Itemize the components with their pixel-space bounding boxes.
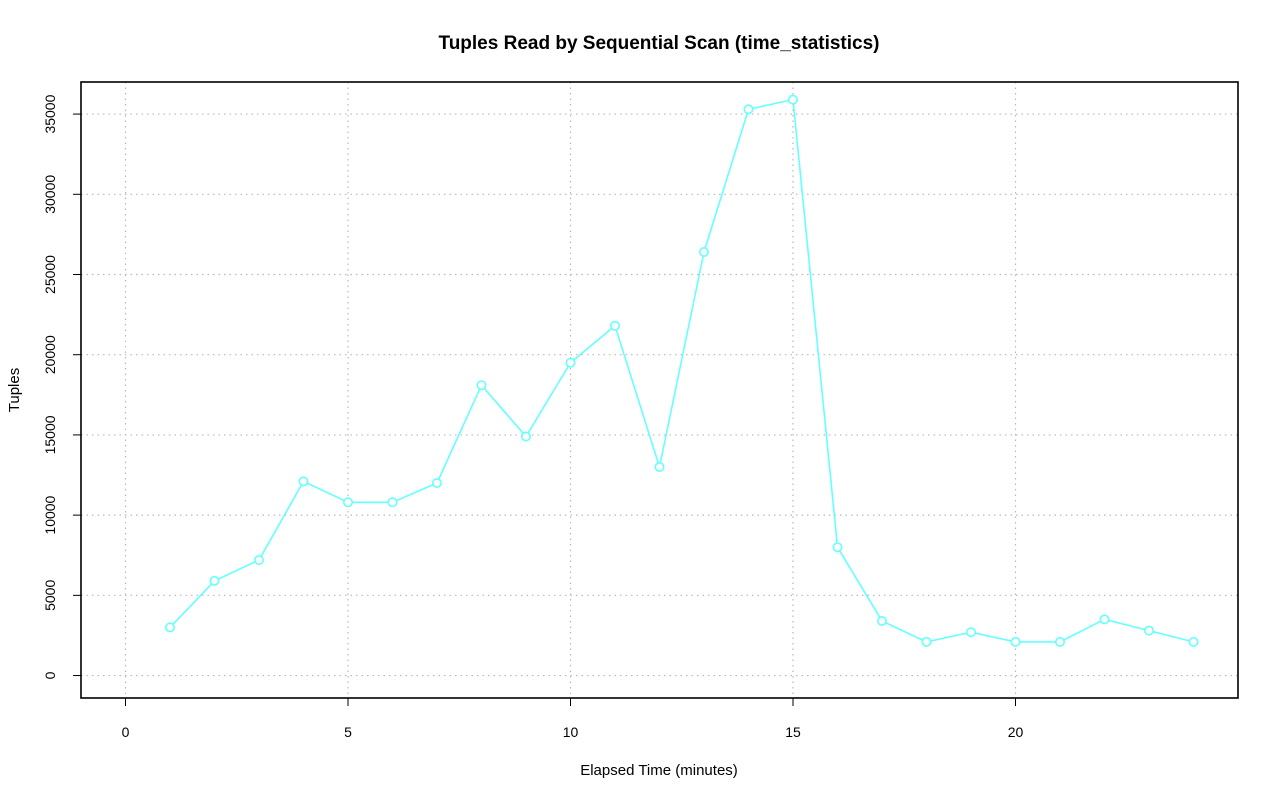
data-point	[520, 431, 531, 442]
data-point	[1010, 636, 1021, 647]
data-point	[1099, 614, 1110, 625]
y-tick-label: 30000	[42, 175, 58, 214]
data-point	[698, 247, 709, 258]
data-point	[609, 320, 620, 331]
x-axis-label: Elapsed Time (minutes)	[580, 762, 738, 779]
y-tick-label: 35000	[42, 94, 58, 133]
plot-frame	[80, 81, 1239, 699]
data-point	[1144, 625, 1155, 636]
data-point	[1188, 636, 1199, 647]
data-point	[298, 476, 309, 487]
data-point	[876, 615, 887, 626]
data-point	[209, 575, 220, 586]
x-tick-label: 15	[785, 724, 801, 740]
y-axis-label: Tuples	[6, 368, 23, 412]
data-point	[342, 497, 353, 508]
y-tick-label: 10000	[42, 495, 58, 534]
data-point	[654, 461, 665, 472]
x-tick-label: 5	[344, 724, 352, 740]
data-point	[787, 94, 798, 105]
y-tick-label: 0	[42, 671, 58, 679]
data-point	[965, 627, 976, 638]
series-line	[169, 98, 1194, 643]
y-axis: 0 5000 10000 15000 20000 25000 30000 35000	[42, 94, 81, 679]
chart-title: Tuples Read by Sequential Scan (time_sta…	[439, 33, 880, 54]
data-point	[921, 636, 932, 647]
x-axis: 0 5 10 15 20	[122, 698, 1024, 740]
data-point	[1055, 636, 1066, 647]
data-point	[565, 357, 576, 368]
grid	[81, 82, 1238, 698]
series-layer	[165, 94, 1199, 647]
data-point	[254, 554, 265, 565]
data-point	[476, 380, 487, 391]
data-point	[431, 477, 442, 488]
data-point	[743, 104, 754, 115]
x-tick-label: 20	[1008, 724, 1024, 740]
data-point	[165, 622, 176, 633]
y-tick-label: 25000	[42, 255, 58, 294]
data-point	[387, 497, 398, 508]
y-tick-label: 5000	[42, 580, 58, 611]
y-tick-label: 20000	[42, 335, 58, 374]
x-tick-label: 0	[122, 724, 130, 740]
x-tick-label: 10	[563, 724, 579, 740]
data-point	[832, 542, 843, 553]
y-tick-label: 15000	[42, 415, 58, 454]
